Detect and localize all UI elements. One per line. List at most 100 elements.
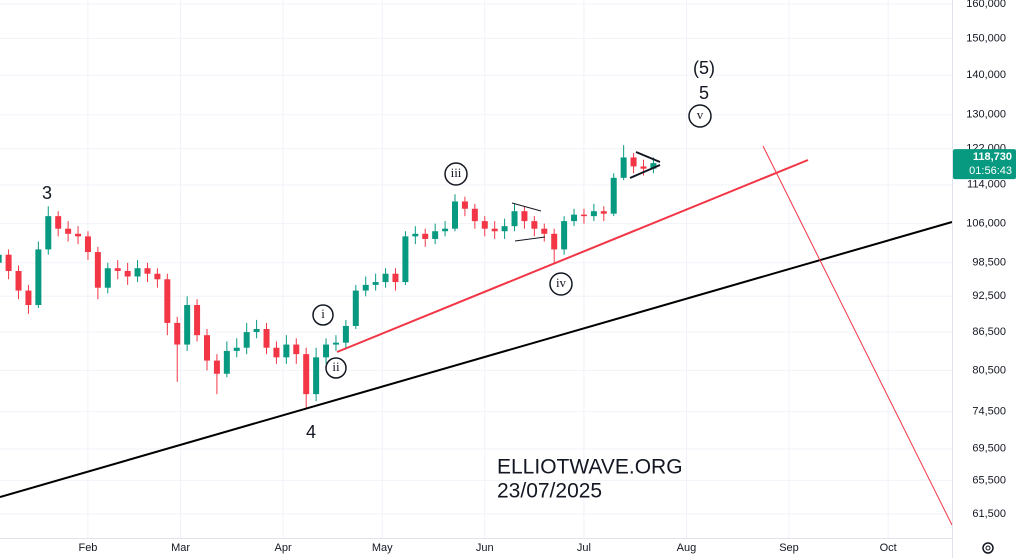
candle-body bbox=[501, 226, 508, 232]
candle-body bbox=[561, 221, 568, 250]
trend-line bbox=[762, 145, 953, 526]
candle-body bbox=[382, 273, 389, 283]
candle-body bbox=[511, 211, 518, 227]
candle-body bbox=[630, 157, 637, 167]
candle-body bbox=[134, 268, 141, 277]
candle-body bbox=[580, 214, 587, 217]
y-tick-label: 65,500 bbox=[972, 474, 1006, 486]
wave-label: i bbox=[321, 306, 325, 321]
x-tick-label: Jul bbox=[577, 542, 591, 554]
candle-body bbox=[273, 347, 280, 358]
wave-label: iii bbox=[451, 165, 462, 180]
candle-body bbox=[541, 228, 548, 234]
candle-body bbox=[114, 268, 121, 271]
y-tick-label: 92,500 bbox=[972, 290, 1006, 302]
candle-body bbox=[521, 211, 528, 222]
candle-body bbox=[15, 270, 22, 291]
y-tick-label: 80,500 bbox=[972, 364, 1006, 376]
candle-body bbox=[352, 290, 359, 326]
candle-body bbox=[323, 344, 330, 358]
candle-body bbox=[164, 279, 171, 323]
candle-body bbox=[243, 332, 250, 348]
wave-label: iv bbox=[556, 275, 567, 290]
settings-icon[interactable] bbox=[982, 542, 994, 554]
y-tick-label: 150,000 bbox=[966, 32, 1006, 44]
candle-body bbox=[303, 354, 310, 395]
wave-label: 5 bbox=[699, 83, 709, 103]
candle-body bbox=[293, 344, 300, 355]
wave-circle bbox=[325, 357, 347, 379]
candle-body bbox=[25, 290, 32, 306]
candle-body bbox=[203, 335, 210, 361]
wave-circle bbox=[549, 272, 573, 296]
candle-body bbox=[124, 270, 131, 277]
y-tick-label: 61,500 bbox=[972, 508, 1006, 520]
y-tick-label: 74,500 bbox=[972, 406, 1006, 418]
candle-body bbox=[590, 211, 597, 217]
candle-body bbox=[461, 201, 468, 209]
x-tick-label: Feb bbox=[78, 542, 97, 554]
candle-body bbox=[5, 254, 12, 271]
candle-body bbox=[253, 329, 260, 333]
candles bbox=[0, 145, 657, 410]
candle-body bbox=[342, 325, 349, 343]
y-tick-label: 114,000 bbox=[967, 179, 1006, 191]
wave-circle bbox=[688, 104, 712, 128]
candle-body bbox=[452, 201, 459, 229]
candle-body bbox=[551, 233, 558, 250]
y-tick-label: 69,500 bbox=[972, 443, 1006, 455]
candle-body bbox=[332, 342, 339, 345]
candle-body bbox=[412, 233, 419, 237]
x-tick-label: Mar bbox=[171, 542, 190, 554]
triangle-line bbox=[511, 202, 542, 212]
y-tick-label: 130,000 bbox=[966, 109, 1006, 121]
wave-label: ii bbox=[332, 359, 340, 374]
candle-body bbox=[531, 221, 538, 229]
candle-body bbox=[481, 221, 488, 229]
candle-body bbox=[491, 228, 498, 232]
candle-body bbox=[45, 216, 52, 250]
price-tag-label: 118,730 bbox=[973, 151, 1012, 163]
triangle-line bbox=[514, 236, 546, 242]
x-tick-label: Jun bbox=[476, 542, 494, 554]
candle-body bbox=[640, 166, 647, 169]
countdown: 01:56:43 bbox=[969, 165, 1012, 177]
candle-body bbox=[600, 211, 607, 214]
candle-body bbox=[402, 236, 409, 283]
y-tick-label: 160,000 bbox=[966, 0, 1006, 10]
watermark: ELLIOTWAVE.ORG bbox=[497, 456, 683, 479]
candle-body bbox=[144, 268, 151, 274]
axes: 160,000150,000140,000130,000122,000114,0… bbox=[78, 0, 1016, 554]
wave-label: 3 bbox=[42, 183, 52, 203]
candle-body bbox=[610, 177, 617, 214]
x-tick-label: Apr bbox=[274, 542, 291, 554]
candle-body bbox=[283, 344, 290, 358]
candle-body bbox=[432, 231, 439, 239]
candle-body bbox=[0, 254, 2, 263]
candle-body bbox=[313, 357, 320, 395]
candle-body bbox=[84, 236, 91, 253]
candle-body bbox=[174, 322, 181, 345]
trend-line bbox=[0, 221, 953, 498]
candle-body bbox=[194, 305, 201, 336]
candle-body bbox=[233, 347, 240, 351]
triangle-line bbox=[629, 164, 661, 179]
grid bbox=[0, 0, 952, 538]
candle-body bbox=[223, 350, 230, 374]
y-tick-label: 98,500 bbox=[972, 257, 1006, 269]
trend-line bbox=[336, 159, 809, 353]
candle-body bbox=[263, 329, 270, 348]
candle-body bbox=[55, 216, 62, 229]
candle-body bbox=[94, 252, 101, 288]
candle-body bbox=[571, 214, 578, 222]
wave-circle bbox=[312, 304, 334, 326]
candle-body bbox=[65, 228, 72, 234]
triangle-line bbox=[635, 151, 661, 163]
wave-label: (5) bbox=[693, 58, 715, 78]
candle-body bbox=[392, 273, 399, 283]
y-tick-label: 86,500 bbox=[972, 326, 1006, 338]
y-tick-label: 106,000 bbox=[966, 218, 1006, 230]
wave-label: v bbox=[697, 107, 704, 122]
wave-label: 4 bbox=[306, 422, 316, 442]
candle-body bbox=[104, 268, 111, 288]
